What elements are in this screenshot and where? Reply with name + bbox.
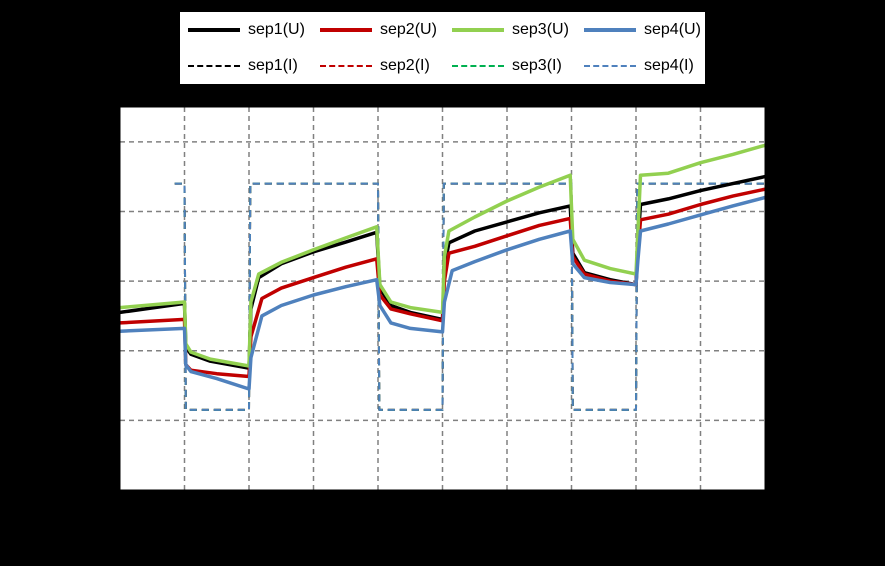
- legend-item: sep1(U): [188, 18, 305, 42]
- legend-swatch: [452, 28, 504, 32]
- series-line-sep4i: [174, 182, 765, 411]
- legend-item: sep1(I): [188, 54, 298, 78]
- legend-swatch: [452, 65, 504, 67]
- legend-swatch: [584, 28, 636, 32]
- legend-item: sep3(I): [452, 54, 562, 78]
- legend-item: sep4(I): [584, 54, 694, 78]
- chart-legend: sep1(U) sep2(U) sep3(U) sep4(U) sep1(I) sep2(…: [180, 12, 705, 84]
- legend-item: sep4(U): [584, 18, 701, 42]
- legend-label: sep1(I): [248, 57, 298, 74]
- legend-label: sep2(U): [380, 21, 437, 38]
- legend-label: sep3(I): [512, 57, 562, 74]
- legend-label: sep1(U): [248, 21, 305, 38]
- legend-swatch: [188, 65, 240, 67]
- legend-label: sep4(U): [644, 21, 701, 38]
- series-line-sep4u: [119, 195, 766, 391]
- legend-item: sep3(U): [452, 18, 569, 42]
- legend-label: sep2(I): [380, 57, 430, 74]
- legend-swatch: [320, 28, 372, 32]
- legend-label: sep3(U): [512, 21, 569, 38]
- legend-swatch: [584, 65, 636, 67]
- legend-item: sep2(I): [320, 54, 430, 78]
- legend-label: sep4(I): [644, 57, 694, 74]
- plot-border: [119, 106, 766, 491]
- legend-swatch: [188, 28, 240, 32]
- series-line-sep3u: [119, 143, 766, 368]
- legend-item: sep2(U): [320, 18, 437, 42]
- legend-swatch: [320, 65, 372, 67]
